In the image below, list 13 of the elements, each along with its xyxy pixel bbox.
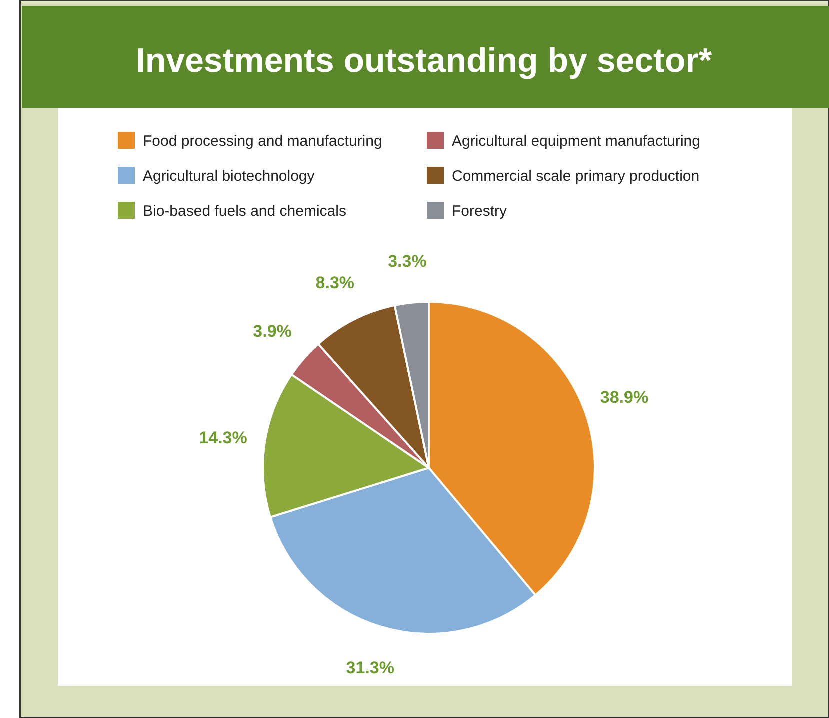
data-label: 3.3% bbox=[388, 252, 427, 272]
legend-label: Food processing and manufacturing bbox=[143, 133, 382, 150]
legend-label: Bio-based fuels and chemicals bbox=[143, 203, 346, 220]
legend-label: Agricultural biotechnology bbox=[143, 168, 316, 185]
data-label: 8.3% bbox=[316, 273, 355, 292]
data-label: 38.9% bbox=[600, 388, 649, 407]
data-label: 14.3% bbox=[199, 428, 248, 448]
legend-label: Forestry bbox=[452, 203, 508, 220]
legend-label: Commercial scale primary production bbox=[452, 168, 700, 185]
legend-label: Agricultural equipment manufacturing bbox=[452, 133, 700, 150]
chart-title: Investments outstanding by sector* bbox=[136, 42, 713, 80]
data-label: 31.3% bbox=[346, 658, 394, 678]
data-label: 3.9% bbox=[253, 322, 292, 341]
